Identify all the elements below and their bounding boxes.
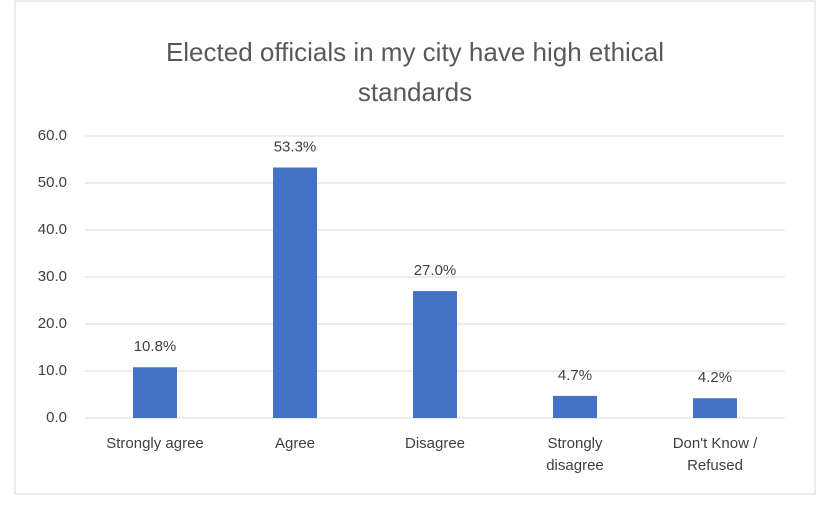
bar [693, 398, 737, 418]
y-tick-label: 10.0 [38, 362, 67, 379]
y-tick-label: 0.0 [46, 409, 67, 426]
y-tick-label: 60.0 [38, 127, 67, 144]
chart-title: Elected officials in my city have high e… [165, 37, 665, 107]
y-tick-label: 40.0 [38, 221, 67, 238]
x-tick-label: Don't Know / Refused [672, 435, 758, 474]
y-tick-label: 20.0 [38, 315, 67, 332]
x-tick-label: Disagree [404, 435, 466, 452]
x-tick-label: Strongly agree [106, 435, 204, 452]
data-label: 4.7% [558, 367, 592, 384]
data-label: 4.2% [698, 369, 732, 386]
bar [273, 167, 317, 418]
y-tick-label: 30.0 [38, 268, 67, 285]
x-tick-label: Strongly disagree [546, 435, 604, 474]
data-label: 27.0% [414, 262, 457, 279]
bar [413, 291, 457, 418]
data-label: 53.3% [274, 138, 317, 155]
bar [133, 367, 177, 418]
data-label: 10.8% [134, 338, 177, 355]
x-tick-label: Agree [274, 435, 316, 452]
y-tick-label: 50.0 [38, 174, 67, 191]
bar [553, 395, 597, 418]
